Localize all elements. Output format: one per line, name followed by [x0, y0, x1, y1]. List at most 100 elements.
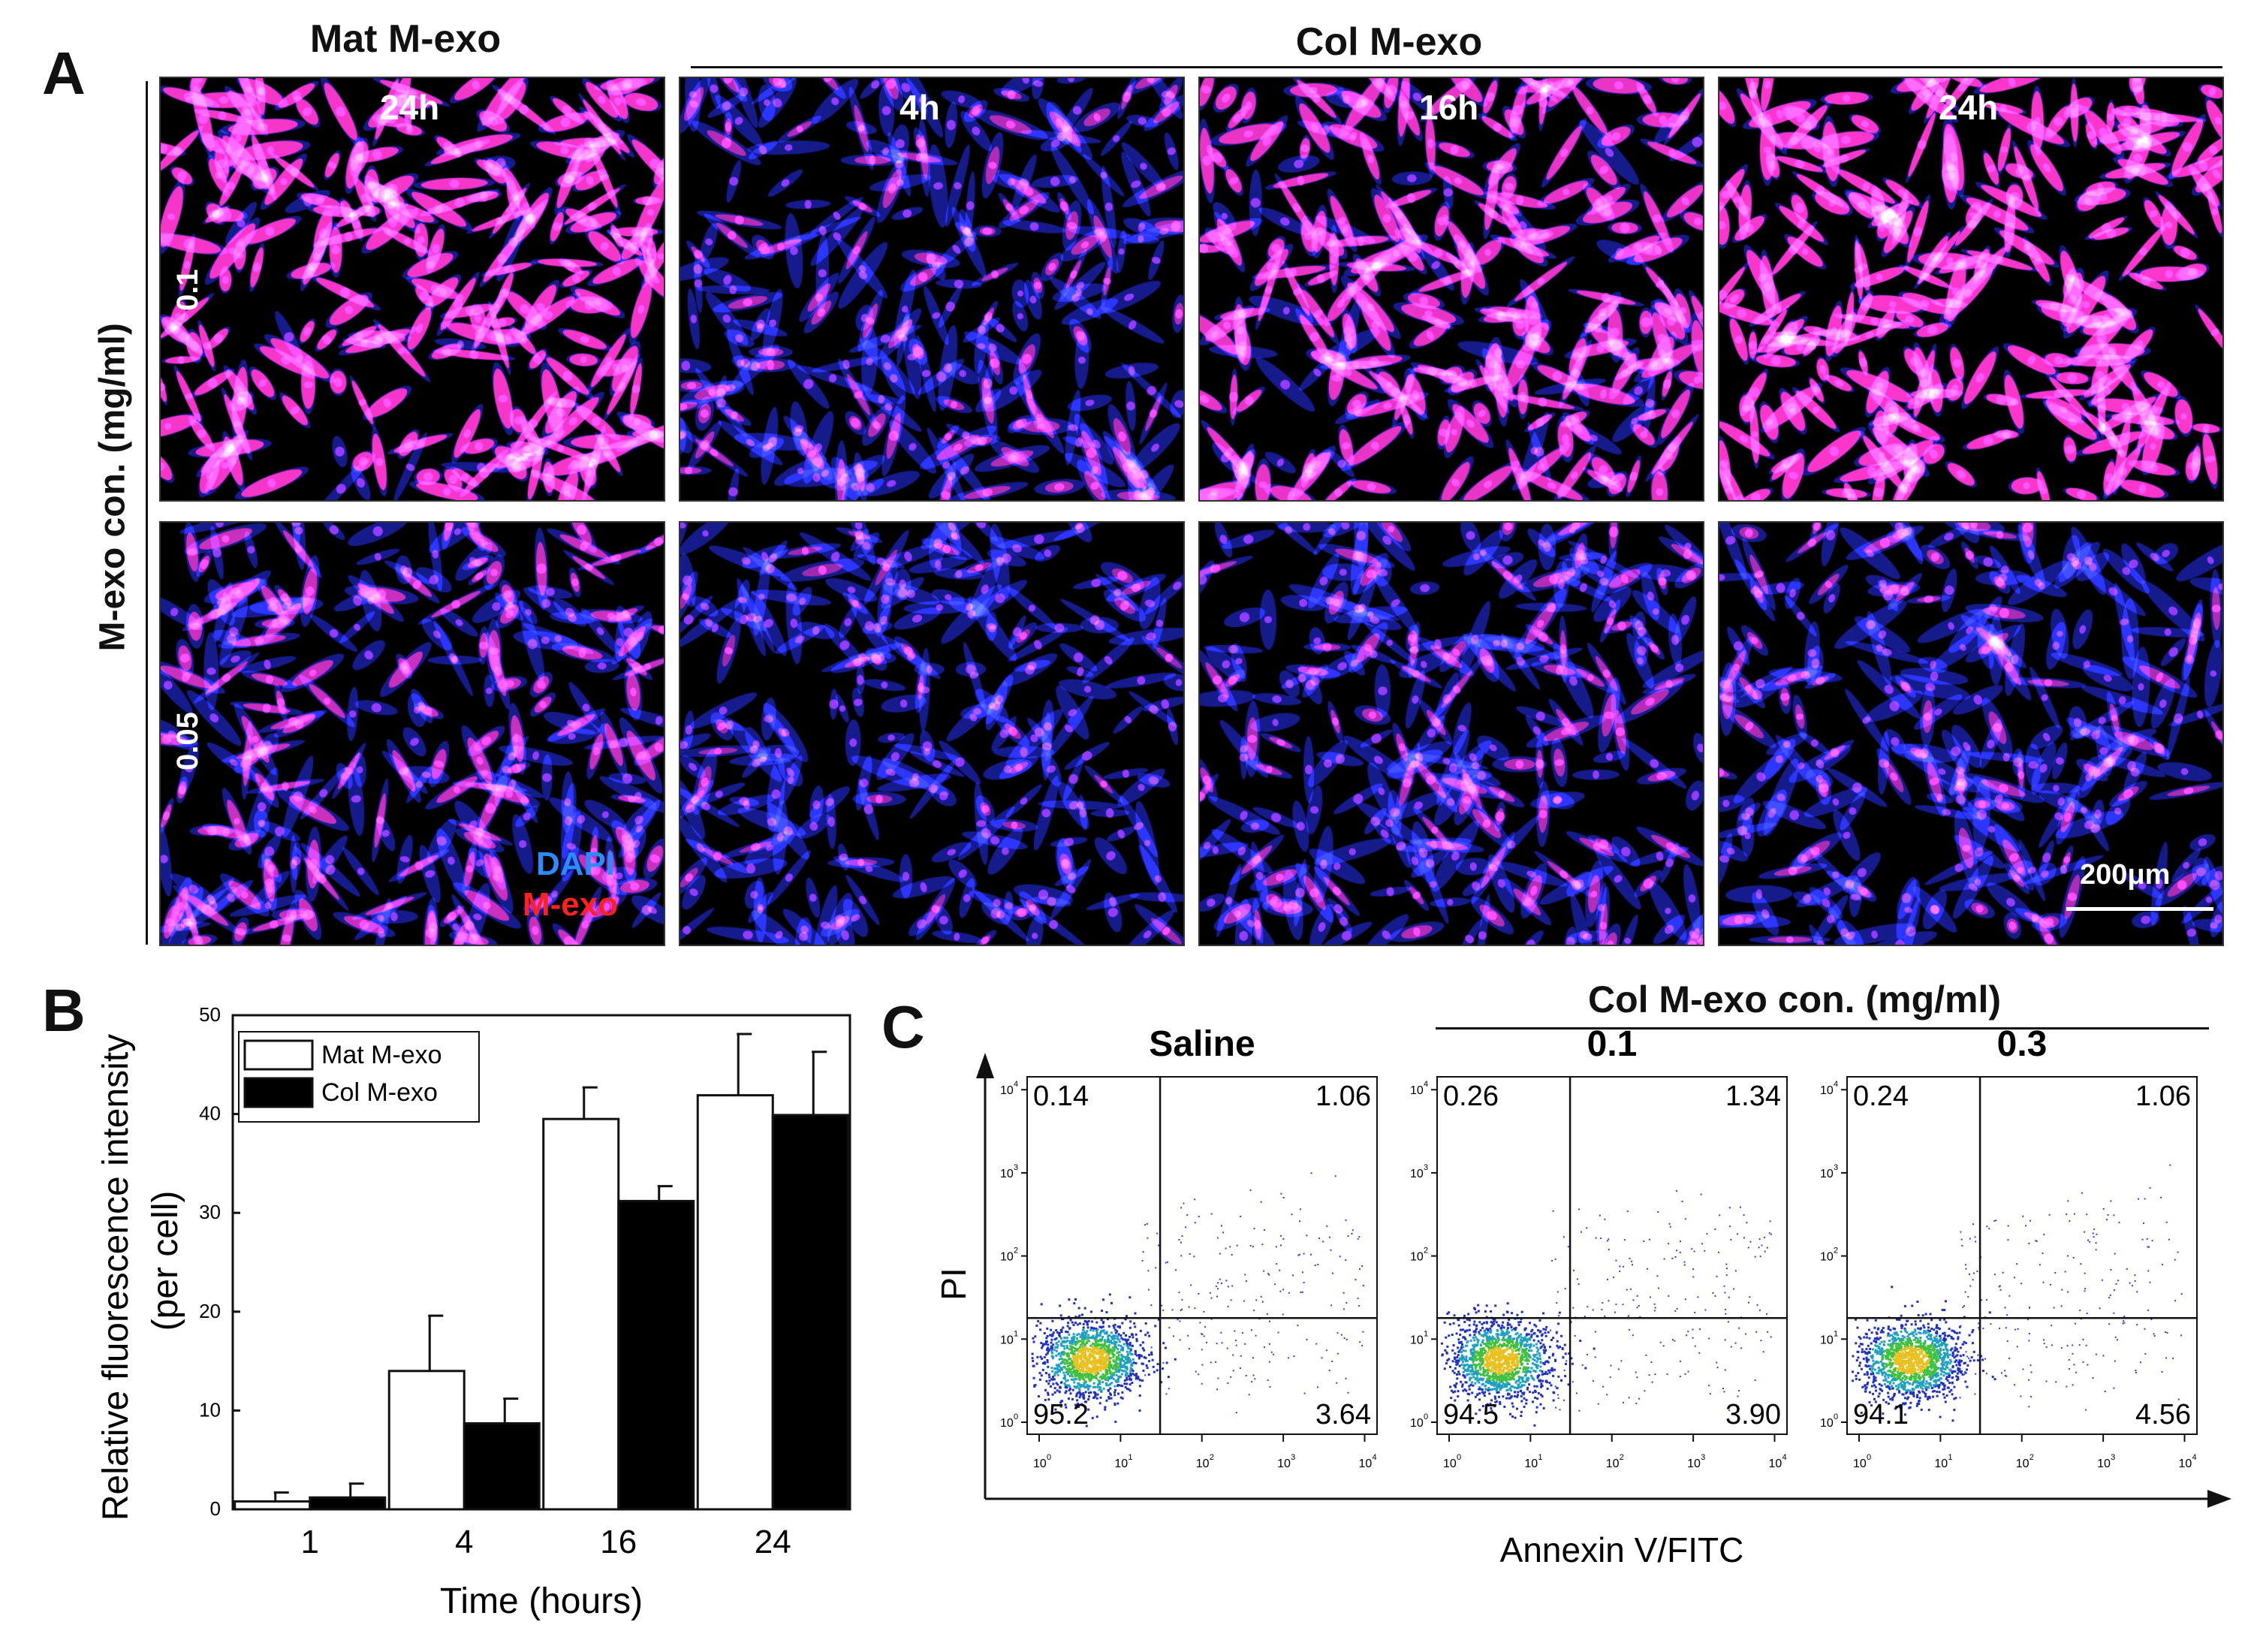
- event-dot: [1500, 1345, 1503, 1348]
- event-dot: [1498, 1363, 1501, 1366]
- event-dot: [1201, 1333, 1203, 1335]
- event-dot: [1506, 1367, 1509, 1370]
- event-dot: [1165, 1361, 1168, 1364]
- event-dot: [1098, 1382, 1101, 1385]
- event-dot: [1511, 1337, 1514, 1340]
- event-dot: [1078, 1314, 1081, 1317]
- event-dot: [1521, 1353, 1524, 1356]
- event-dot: [1121, 1391, 1124, 1394]
- event-dot: [1999, 1327, 2001, 1329]
- event-dot: [2064, 1271, 2066, 1273]
- event-dot: [1891, 1342, 1894, 1345]
- event-dot: [1485, 1304, 1488, 1307]
- event-dot: [1556, 1340, 1559, 1343]
- x-tick-label: 10: [1277, 1458, 1291, 1470]
- event-dot: [1926, 1386, 1929, 1389]
- event-dot: [1474, 1356, 1477, 1359]
- event-dot: [1909, 1392, 1912, 1395]
- event-dot: [1937, 1340, 1940, 1343]
- event-dot: [1079, 1372, 1082, 1375]
- event-dot: [1900, 1358, 1903, 1361]
- event-dot: [1361, 1344, 1364, 1346]
- event-dot: [1495, 1350, 1498, 1353]
- event-dot: [1129, 1335, 1132, 1338]
- event-dot: [1460, 1380, 1463, 1383]
- event-dot: [1493, 1342, 1496, 1345]
- event-dot: [1463, 1320, 1466, 1323]
- event-dot: [1902, 1356, 1905, 1359]
- event-dot: [1217, 1288, 1219, 1290]
- event-dot: [1899, 1340, 1902, 1343]
- event-dot: [1935, 1341, 1938, 1344]
- event-dot: [1866, 1373, 1869, 1376]
- event-dot: [1113, 1344, 1116, 1347]
- event-dot: [1902, 1380, 1905, 1383]
- event-dot: [1521, 1391, 1524, 1394]
- event-dot: [1991, 1376, 1994, 1379]
- event-dot: [1917, 1327, 1920, 1330]
- event-dot: [1533, 1424, 1536, 1427]
- event-dot: [1507, 1375, 1510, 1378]
- event-dot: [1080, 1354, 1083, 1357]
- event-dot: [1524, 1381, 1527, 1384]
- event-dot: [1101, 1361, 1104, 1364]
- event-dot: [1857, 1356, 1860, 1359]
- event-dot: [1059, 1386, 1062, 1389]
- event-dot: [1080, 1364, 1083, 1367]
- event-dot: [1915, 1361, 1918, 1364]
- event-dot: [1477, 1354, 1480, 1357]
- event-dot: [1475, 1328, 1478, 1331]
- event-dot: [1934, 1372, 1937, 1375]
- event-dot: [1885, 1378, 1888, 1381]
- event-dot: [1087, 1388, 1090, 1391]
- event-dot: [1057, 1368, 1060, 1371]
- event-dot: [1880, 1352, 1883, 1355]
- event-dot: [1927, 1365, 1930, 1368]
- event-dot: [1516, 1395, 1519, 1398]
- bar-col-24: [771, 1114, 849, 1511]
- event-dot: [1113, 1371, 1116, 1374]
- event-dot: [1081, 1370, 1084, 1373]
- event-dot: [1526, 1379, 1529, 1382]
- x-tick-label: 1: [301, 1524, 319, 1560]
- event-dot: [1507, 1378, 1510, 1381]
- event-dot: [1098, 1359, 1101, 1362]
- event-dot: [1578, 1283, 1580, 1286]
- time-label: 16h: [1419, 88, 1479, 127]
- event-dot: [1914, 1371, 1917, 1374]
- event-dot: [1886, 1385, 1889, 1388]
- event-dot: [1901, 1334, 1904, 1337]
- event-dot: [1240, 1215, 1242, 1217]
- event-dot: [1960, 1231, 1962, 1233]
- event-dot: [1462, 1358, 1465, 1361]
- event-dot: [1912, 1367, 1915, 1370]
- event-dot: [1052, 1343, 1055, 1346]
- event-dot: [1896, 1377, 1899, 1380]
- event-dot: [1089, 1373, 1092, 1376]
- event-dot: [1564, 1288, 1566, 1290]
- event-dot: [1117, 1375, 1120, 1378]
- event-dot: [1253, 1310, 1255, 1312]
- event-dot: [1857, 1371, 1860, 1374]
- event-dot: [1613, 1276, 1615, 1278]
- event-dot: [2067, 1200, 2069, 1202]
- event-dot: [1071, 1367, 1074, 1370]
- event-dot: [1971, 1331, 1974, 1334]
- event-dot: [1495, 1359, 1498, 1362]
- y-tick-label: 30: [199, 1201, 221, 1223]
- event-dot: [1945, 1348, 1948, 1351]
- event-dot: [1620, 1360, 1623, 1362]
- event-dot: [1506, 1347, 1509, 1350]
- event-dot: [1077, 1348, 1080, 1351]
- event-dot: [1604, 1315, 1606, 1317]
- event-dot: [1188, 1306, 1190, 1308]
- event-dot: [1543, 1352, 1546, 1355]
- event-dot: [1507, 1357, 1510, 1360]
- event-dot: [1488, 1392, 1491, 1395]
- event-dot: [1509, 1335, 1512, 1338]
- event-dot: [1122, 1363, 1126, 1366]
- event-dot: [1527, 1349, 1530, 1352]
- event-dot: [1463, 1376, 1466, 1379]
- event-dot: [1520, 1333, 1523, 1336]
- event-dot: [1657, 1287, 1659, 1289]
